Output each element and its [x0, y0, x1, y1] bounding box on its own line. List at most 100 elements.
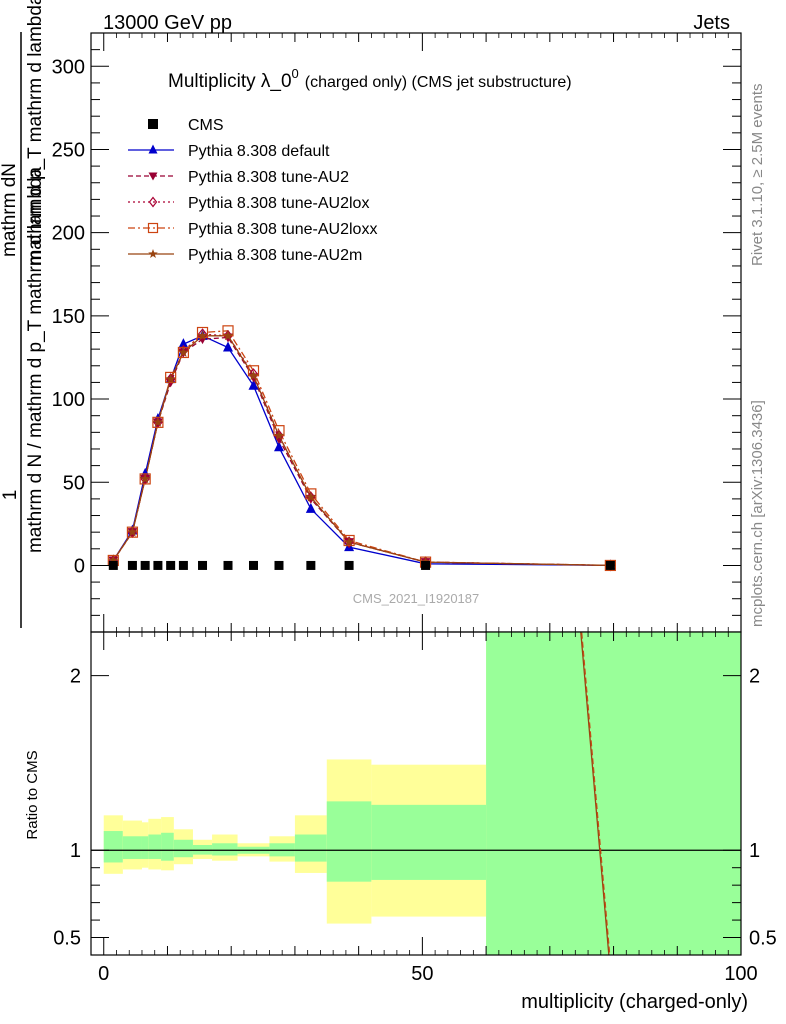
cms-point-9	[274, 560, 284, 570]
legend-label-cms: CMS	[188, 117, 224, 134]
cms-point-13	[605, 560, 615, 570]
ratio-xtick-label: 0	[98, 963, 109, 985]
marker-default-10	[305, 502, 316, 513]
ratio-xtick-label: 100	[724, 963, 757, 985]
marker-au2m-0	[108, 555, 119, 565]
ratio-band-green-1	[122, 836, 142, 859]
cms-point-5	[178, 560, 188, 570]
ratio-ytick-label-left: 1	[70, 840, 81, 862]
main-ytick-label: 250	[52, 139, 85, 161]
cms-point-4	[166, 560, 176, 570]
legend-marker-au2lox	[148, 196, 158, 208]
marker-au2m-3	[152, 416, 164, 427]
ratio-ytick-label-right: 2	[749, 666, 760, 688]
x-axis-label: multiplicity (charged-only)	[521, 991, 748, 1013]
legend-label-au2m: Pythia 8.308 tune-AU2m	[188, 247, 362, 264]
cms-point-10	[306, 560, 316, 570]
marker-au2loxx-11	[343, 534, 355, 547]
ratio-band-green-12	[371, 804, 487, 880]
ratio-frame	[90, 631, 742, 956]
marker-au2m-4	[165, 373, 176, 384]
y-label-one: 1	[0, 490, 21, 501]
cms-point-12	[421, 560, 431, 570]
cms-point-7	[223, 560, 233, 570]
legend-marker-au2	[148, 172, 158, 181]
marker-default-8	[248, 379, 259, 390]
ratio-band-green-2	[141, 836, 149, 859]
ratio-band-green-4	[161, 832, 174, 861]
marker-au2m-5	[178, 347, 189, 357]
cms-point-0	[108, 560, 118, 570]
main-series-lines	[112, 330, 611, 567]
marker-au2m-6	[197, 330, 208, 341]
header-right-text: Jets	[693, 12, 730, 34]
ratio-y-axis-label: Ratio to CMS	[24, 750, 41, 839]
cms-point-1	[127, 560, 137, 570]
ratio-band-green-7	[212, 843, 238, 856]
cms-point-11	[344, 560, 354, 570]
marker-au2lox-6	[197, 328, 208, 341]
y-label-denominator: mathrm d N / mathrm d p_T mathrm d lambd…	[25, 167, 46, 554]
chart-title: Multiplicity λ_00(charged only) (CMS jet…	[168, 66, 572, 92]
legend-label-au2loxx: Pythia 8.308 tune-AU2loxx	[188, 221, 377, 238]
cms-point-2	[140, 560, 150, 570]
ratio-ytick-label-left: 0.5	[53, 928, 81, 950]
main-ytick-label: 200	[52, 223, 85, 245]
ratio-ytick-label-left: 2	[70, 666, 81, 688]
legend: CMS Pythia 8.308 default Pythia 8.308 tune…	[128, 117, 377, 264]
marker-au2m-1	[127, 526, 138, 537]
main-series-markers	[107, 325, 616, 572]
main-ytick-label: 50	[63, 472, 85, 494]
ratio-band-green-13	[486, 632, 741, 955]
main-ytick-label: 100	[52, 389, 85, 411]
legend-marker-cms	[148, 119, 158, 129]
y-label-inner-numerator: mathrm dN	[0, 163, 20, 257]
legend-marker-default	[148, 144, 158, 154]
ratio-band-green-10	[294, 834, 327, 862]
header-left-text: 13000 GeV pp	[103, 12, 232, 34]
marker-au2m-9	[273, 430, 285, 441]
main-ytick-label: 0	[74, 555, 85, 577]
main-y-axis-label: 1 mathrm d N / mathrm d p_T mathrm d lam…	[0, 0, 46, 628]
main-ytick-label: 150	[52, 306, 85, 328]
legend-marker-au2m	[148, 249, 158, 258]
marker-au2lox-5	[178, 344, 189, 357]
series-line-default	[112, 335, 611, 567]
ratio-lines	[91, 632, 741, 955]
marker-au2m-11	[343, 536, 355, 547]
marker-au2lox-8	[248, 368, 259, 381]
marker-default-7	[223, 341, 234, 352]
main-axes: 0 50 100 150 200 250 300	[52, 32, 742, 633]
watermark-text: CMS_2021_I1920187	[353, 591, 480, 606]
legend-marker-au2loxx	[147, 222, 159, 234]
series-line-au2	[112, 336, 611, 567]
ratio-series-line	[580, 632, 610, 955]
series-line-au2lox	[112, 333, 611, 567]
marker-au2m-2	[139, 473, 151, 484]
ratio-ytick-label-right: 1	[749, 840, 760, 862]
ratio-band-green-3	[148, 834, 162, 859]
mcplots-text: mcplots.cern.ch [arXiv:1306.3436]	[749, 400, 766, 627]
ratio-band-green-0	[103, 831, 123, 863]
y-label-inner-denominator: mathrm d p_T mathrm d lambda	[25, 0, 46, 266]
ratio-bands	[103, 632, 741, 955]
legend-label-au2: Pythia 8.308 tune-AU2	[188, 169, 349, 186]
cms-point-6	[198, 560, 208, 570]
ratio-band-green-5	[173, 839, 193, 858]
cms-point-3	[153, 560, 163, 570]
ratio-band-green-11	[326, 801, 372, 882]
legend-label-default: Pythia 8.308 default	[188, 143, 330, 160]
legend-label-au2lox: Pythia 8.308 tune-AU2lox	[188, 195, 369, 212]
main-ytick-label: 300	[52, 56, 85, 78]
cms-point-8	[249, 560, 258, 570]
series-line-au2m	[112, 335, 611, 567]
marker-default-9	[273, 441, 284, 452]
ratio-axes: 0 50 100 0.5 0.5 1 1 2 2	[53, 631, 777, 985]
marker-au2m-8	[248, 370, 259, 381]
ratio-ytick-label-right: 0.5	[749, 928, 777, 950]
ratio-series-line-alt	[581, 632, 611, 955]
marker-au2m-10	[305, 491, 317, 502]
rivet-version-text: Rivet 3.1.10, ≥ 2.5M events	[749, 84, 766, 267]
series-line-au2loxx	[112, 330, 611, 567]
